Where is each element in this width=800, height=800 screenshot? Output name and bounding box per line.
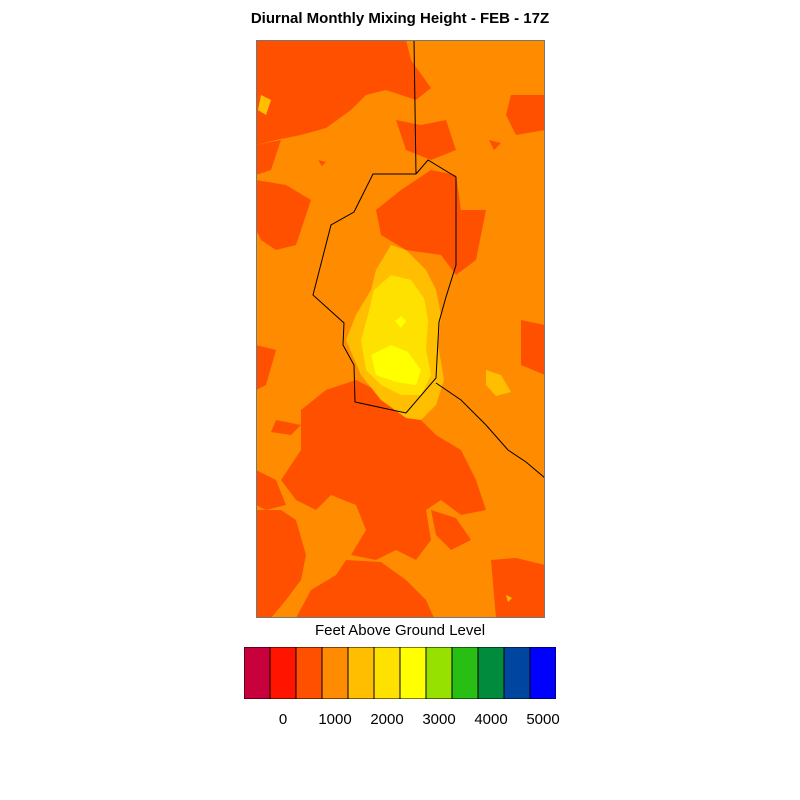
colorbar-swatch xyxy=(399,647,427,699)
colorbar-swatch xyxy=(373,647,401,699)
colorbar-tick-label: 0 xyxy=(278,711,288,728)
colorbar-swatch xyxy=(321,647,349,699)
low-mixing-regions xyxy=(256,40,545,618)
colorbar-swatch xyxy=(451,647,479,699)
colorbar-swatch xyxy=(347,647,375,699)
colorbar-swatch xyxy=(529,647,556,699)
map-title: Diurnal Monthly Mixing Height - FEB - 17… xyxy=(250,10,550,27)
state-boundaries xyxy=(312,40,545,479)
colorbar-swatch xyxy=(425,647,453,699)
colorbar-tick-labels: 0 1000 2000 3000 4000 5000 xyxy=(0,711,800,731)
colorbar-swatch xyxy=(295,647,323,699)
legend-title: Feet Above Ground Level xyxy=(314,622,486,639)
colorbar xyxy=(244,647,556,699)
peak-mixing-regions xyxy=(371,316,421,385)
colorbar-tick-label: 2000 xyxy=(370,711,404,728)
colorbar-swatch xyxy=(244,647,271,699)
map-frame xyxy=(256,40,545,618)
colorbar-swatch xyxy=(269,647,297,699)
colorbar-swatch xyxy=(503,647,531,699)
colorbar-tick-label: 4000 xyxy=(474,711,508,728)
colorbar-tick-label: 5000 xyxy=(526,711,560,728)
colorbar-tick-label: 3000 xyxy=(422,711,456,728)
contour-map xyxy=(256,40,545,618)
colorbar-tick-label: 1000 xyxy=(318,711,352,728)
colorbar-swatch xyxy=(477,647,505,699)
